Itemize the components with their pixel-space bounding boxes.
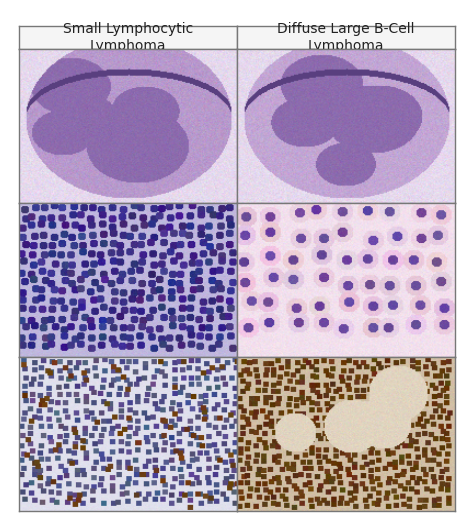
Text: Diffuse Large B-Cell
Lymphoma: Diffuse Large B-Cell Lymphoma [277, 22, 415, 53]
Text: Small Lymphocytic
Lymphoma: Small Lymphocytic Lymphoma [63, 22, 193, 53]
